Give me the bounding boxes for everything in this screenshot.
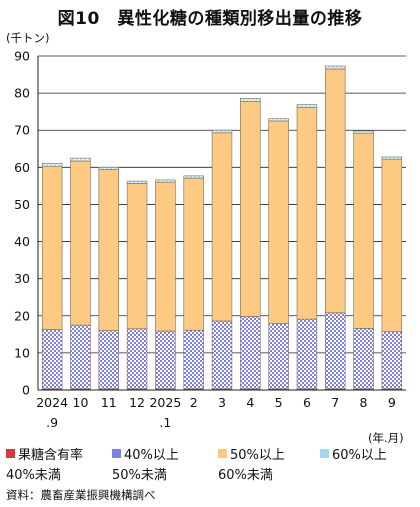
x-tick-label: 12 xyxy=(129,395,145,410)
legend-label-60-1: 60%以上 xyxy=(332,448,387,463)
x-tick-label: 8 xyxy=(360,395,368,410)
bar-segment-s40 xyxy=(296,318,318,390)
bar-segment-s50 xyxy=(211,132,233,322)
y-tick-label: 80 xyxy=(14,86,30,101)
bar-segment-s50 xyxy=(183,177,204,331)
bar-segment-s40 xyxy=(70,324,91,390)
y-tick-label: 90 xyxy=(14,49,30,64)
bar-segment-s50 xyxy=(353,132,374,329)
bar-segment-s50 xyxy=(41,165,63,330)
chart-title: 図10 異性化糖の種類別移出量の推移 xyxy=(57,9,363,29)
bar-segment-s40 xyxy=(183,329,204,390)
legend-swatch-50 xyxy=(218,449,227,458)
x-tick-label: 2025 xyxy=(149,395,181,410)
bar-segment-s50 xyxy=(155,181,176,332)
bar-segment-s40 xyxy=(211,320,233,390)
bar-segment-s50 xyxy=(98,169,119,331)
bar-segment-s40 xyxy=(98,330,119,390)
bar-segment-s50 xyxy=(126,182,148,330)
x-tick-label: 4 xyxy=(246,395,254,410)
bar-segment-s40 xyxy=(41,329,63,390)
x-tick-label: .1 xyxy=(159,415,171,430)
legend-item-fruit: 果糖含有率 40%未満 xyxy=(6,446,83,486)
x-tick-label: 11 xyxy=(101,395,117,410)
bar-segment-s60 xyxy=(296,104,318,108)
y-axis-unit: (千トン) xyxy=(6,31,50,45)
legend-label-fruit-2: 40%未満 xyxy=(6,468,61,483)
legend-label-50-1: 50%以上 xyxy=(230,448,285,463)
bar-segment-s40 xyxy=(240,316,261,390)
bar-segment-s60 xyxy=(183,175,204,179)
legend-label-50-2: 60%未満 xyxy=(218,468,273,483)
y-tick-label: 20 xyxy=(14,308,30,323)
legend-swatch-60 xyxy=(320,449,329,458)
legend-item-60: 60%以上 xyxy=(320,446,387,466)
bar-segment-s40 xyxy=(353,328,374,390)
bar-segment-s60 xyxy=(268,118,289,122)
y-tick-label: 0 xyxy=(22,383,30,398)
bar-segment-s60 xyxy=(70,157,91,162)
bar-segment-s50 xyxy=(240,100,261,317)
legend-swatch-40 xyxy=(112,449,121,458)
x-tick-label: 2024 xyxy=(36,395,68,410)
chart-plot: 0 10 20 30 40 50 60 70 80 90 2024 .9 10 11 12 2025 .1 2 3 4… xyxy=(14,49,406,430)
x-tick-label: 10 xyxy=(73,395,89,410)
bar-segment-s60 xyxy=(41,162,63,167)
legend-item-40: 40%以上 50%未満 xyxy=(112,446,179,486)
bar-segment-s60 xyxy=(98,167,119,170)
x-tick-label: 7 xyxy=(331,395,339,410)
x-axis-unit: (年.月) xyxy=(368,431,404,445)
bar-segment-s60 xyxy=(211,129,233,134)
bar-segment-s40 xyxy=(381,331,403,390)
x-tick-label: 9 xyxy=(388,395,396,410)
bar-segment-s50 xyxy=(381,158,403,333)
bar-segment-s50 xyxy=(268,120,289,324)
bar-segment-s40 xyxy=(268,323,289,390)
bar-segment-s60 xyxy=(240,98,261,102)
bar-segment-s50 xyxy=(325,68,346,314)
bar-segment-s60 xyxy=(325,65,346,70)
legend-label-40-1: 40%以上 xyxy=(124,448,179,463)
x-tick-label: .9 xyxy=(46,415,58,430)
x-tick-label: 5 xyxy=(275,395,283,410)
legend-label-fruit-1: 果糖含有率 xyxy=(18,448,84,463)
y-tick-label: 50 xyxy=(14,197,30,212)
x-tick-label: 3 xyxy=(218,395,226,410)
y-tick-label: 30 xyxy=(14,271,30,286)
bar-segment-s60 xyxy=(126,180,148,184)
bar-segment-s50 xyxy=(70,160,91,326)
legend-label-40-2: 50%未満 xyxy=(112,468,167,483)
x-tick-label: 2 xyxy=(190,395,198,410)
legend-swatch-fruit xyxy=(6,449,15,458)
legend-item-50: 50%以上 60%未満 xyxy=(218,446,285,486)
bar-segment-s60 xyxy=(155,179,176,183)
bar-segment-s50 xyxy=(296,107,318,320)
bar-segment-s40 xyxy=(126,328,148,390)
y-tick-label: 60 xyxy=(14,160,30,175)
y-tick-label: 70 xyxy=(14,123,30,138)
bar-segment-s40 xyxy=(155,330,176,390)
source-note: 資料：農畜産業振興機構調べ xyxy=(6,488,156,502)
bar-segment-s40 xyxy=(325,312,346,390)
y-tick-label: 10 xyxy=(14,345,30,360)
bar-segment-s60 xyxy=(381,156,403,160)
bar-segment-s60 xyxy=(353,130,374,134)
y-tick-label: 40 xyxy=(14,234,30,249)
x-tick-label: 6 xyxy=(303,395,311,410)
